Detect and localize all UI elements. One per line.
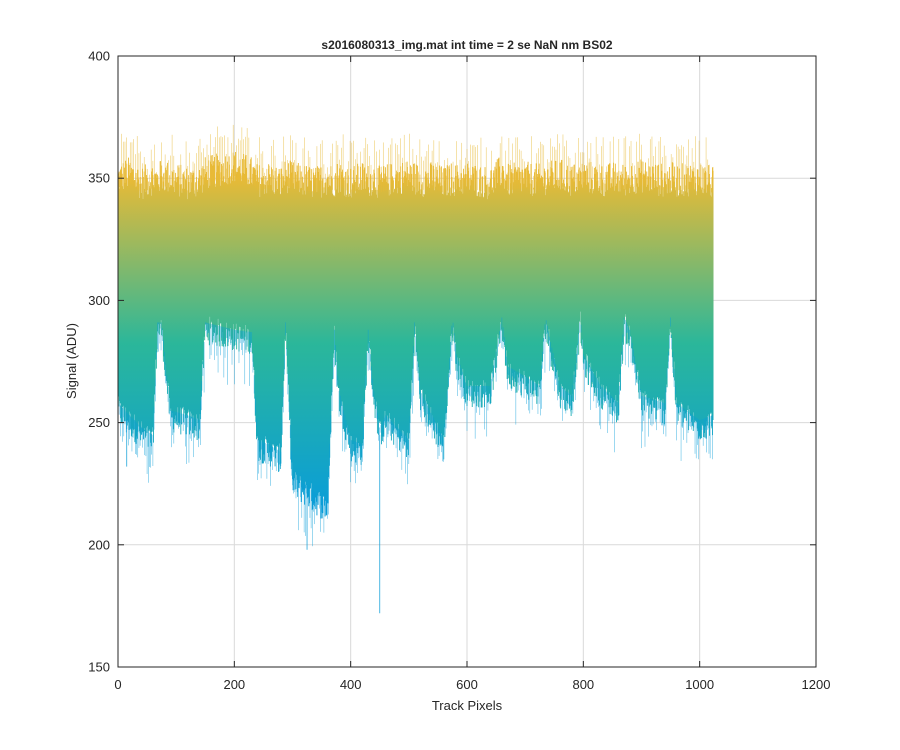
x-tick-label: 1000 xyxy=(685,677,714,692)
y-tick-label: 300 xyxy=(88,293,110,308)
y-tick-label: 150 xyxy=(88,660,110,675)
x-tick-label: 800 xyxy=(572,677,594,692)
x-tick-label: 600 xyxy=(456,677,478,692)
y-tick-label: 250 xyxy=(88,415,110,430)
chart-title: s2016080313_img.mat int time = 2 se NaN … xyxy=(321,38,612,52)
y-axis-label: Signal (ADU) xyxy=(64,323,79,399)
x-tick-label: 1200 xyxy=(802,677,831,692)
x-tick-label: 200 xyxy=(223,677,245,692)
y-tick-label: 200 xyxy=(88,537,110,552)
y-tick-label: 350 xyxy=(88,171,110,186)
x-tick-label: 0 xyxy=(114,677,121,692)
signal-data xyxy=(118,124,714,614)
signal-band xyxy=(118,152,714,519)
x-axis-label: Track Pixels xyxy=(432,698,503,713)
signal-spikes-low xyxy=(118,317,713,547)
y-tick-label: 400 xyxy=(88,49,110,64)
ticks: 0 200 400 600 800 1000 1200 150 200 250 300 350 400 xyxy=(88,49,830,693)
x-tick-label: 400 xyxy=(340,677,362,692)
signal-spikes-high xyxy=(118,124,714,193)
